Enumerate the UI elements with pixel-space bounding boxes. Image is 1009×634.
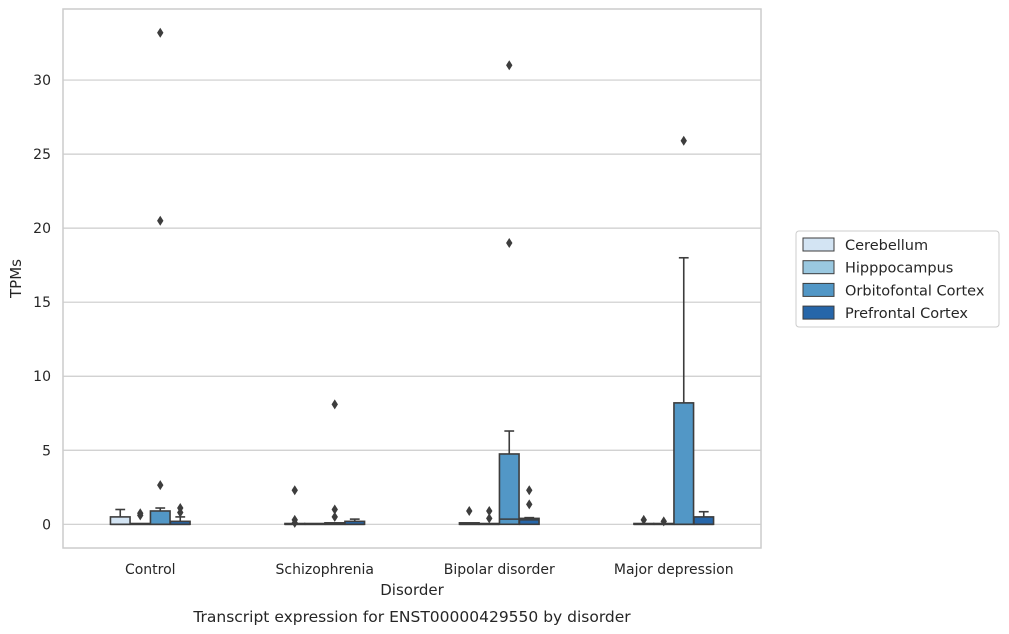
outlier-point: [466, 505, 473, 516]
legend-entry: Hipppocampus: [845, 261, 953, 277]
x-axis-ticks: Control Schizophrenia Bipolar disorder Majo…: [125, 562, 734, 578]
box-body: [673, 402, 695, 526]
outlier-point: [157, 27, 164, 38]
outlier-point: [291, 517, 298, 528]
outlier-point: [157, 480, 164, 491]
box-hipppocampus: [653, 516, 675, 527]
legend-swatch: [802, 260, 835, 275]
legend: Cerebellum Hipppocampus Orbitofontal Corte…: [795, 230, 1000, 328]
legend-entry: Cerebellum: [845, 238, 928, 254]
y-tick-label: 15: [33, 295, 51, 311]
box-body: [149, 510, 171, 526]
boxes: [109, 27, 715, 528]
y-tick-label: 20: [33, 221, 51, 237]
outlier-point: [506, 60, 513, 71]
plot-area-frame: [62, 8, 762, 549]
box-body: [498, 453, 520, 526]
box-cerebellum: [284, 485, 306, 528]
box-body: [693, 516, 715, 526]
y-axis-label: TPMs: [7, 259, 25, 299]
y-tick-label: 5: [42, 443, 51, 459]
y-tick-label: 25: [33, 147, 51, 163]
x-tick-label: Bipolar disorder: [444, 562, 555, 578]
x-tick-label: Control: [125, 562, 176, 578]
box-orbitofontal-cortex: [673, 135, 695, 526]
outlier-point: [177, 507, 184, 518]
outlier-point: [486, 505, 493, 516]
box-cerebellum: [633, 514, 655, 526]
box-prefrontal-cortex: [693, 510, 715, 526]
box-body: [518, 517, 540, 526]
box-orbitofontal-cortex: [149, 27, 171, 526]
outlier-point: [526, 499, 533, 510]
box-orbitofontal-cortex: [324, 399, 346, 526]
box-hipppocampus: [304, 522, 326, 526]
outlier-point: [137, 510, 144, 521]
outlier-point: [526, 485, 533, 496]
outlier-point: [660, 516, 667, 527]
outlier-point: [331, 511, 338, 522]
box-cerebellum: [109, 508, 131, 526]
grid-lines: [63, 79, 761, 525]
box-body: [109, 516, 131, 526]
outlier-point: [157, 215, 164, 226]
outlier-point: [331, 504, 338, 515]
box-orbitofontal-cortex: [498, 60, 520, 526]
legend-entry: Orbitofontal Cortex: [845, 283, 985, 299]
box-prefrontal-cortex: [169, 503, 191, 526]
y-axis-ticks: 0 5 10 15 20 25 30: [33, 73, 51, 533]
outlier-point: [486, 513, 493, 524]
legend-swatch: [802, 282, 835, 297]
chart-caption: Transcript expression for ENST0000042955…: [192, 608, 631, 626]
box-prefrontal-cortex: [518, 485, 540, 526]
outlier-point: [331, 399, 338, 410]
x-tick-label: Major depression: [614, 562, 734, 578]
box-hipppocampus: [129, 508, 151, 526]
y-tick-label: 10: [33, 369, 51, 385]
box-hipppocampus: [478, 505, 500, 526]
outlier-point: [506, 237, 513, 248]
legend-swatch: [802, 305, 835, 320]
legend-entry: Prefrontal Cortex: [845, 306, 968, 322]
legend-swatch: [802, 237, 835, 252]
y-tick-label: 30: [33, 73, 51, 89]
legend-frame: [795, 230, 1000, 328]
box-prefrontal-cortex: [344, 518, 366, 526]
x-axis-label: Disorder: [380, 581, 444, 599]
outlier-point: [291, 485, 298, 496]
x-tick-label: Schizophrenia: [276, 562, 374, 578]
outlier-point: [680, 135, 687, 146]
outlier-point: [640, 514, 647, 525]
box-cerebellum: [458, 505, 480, 526]
y-tick-label: 0: [42, 517, 51, 533]
